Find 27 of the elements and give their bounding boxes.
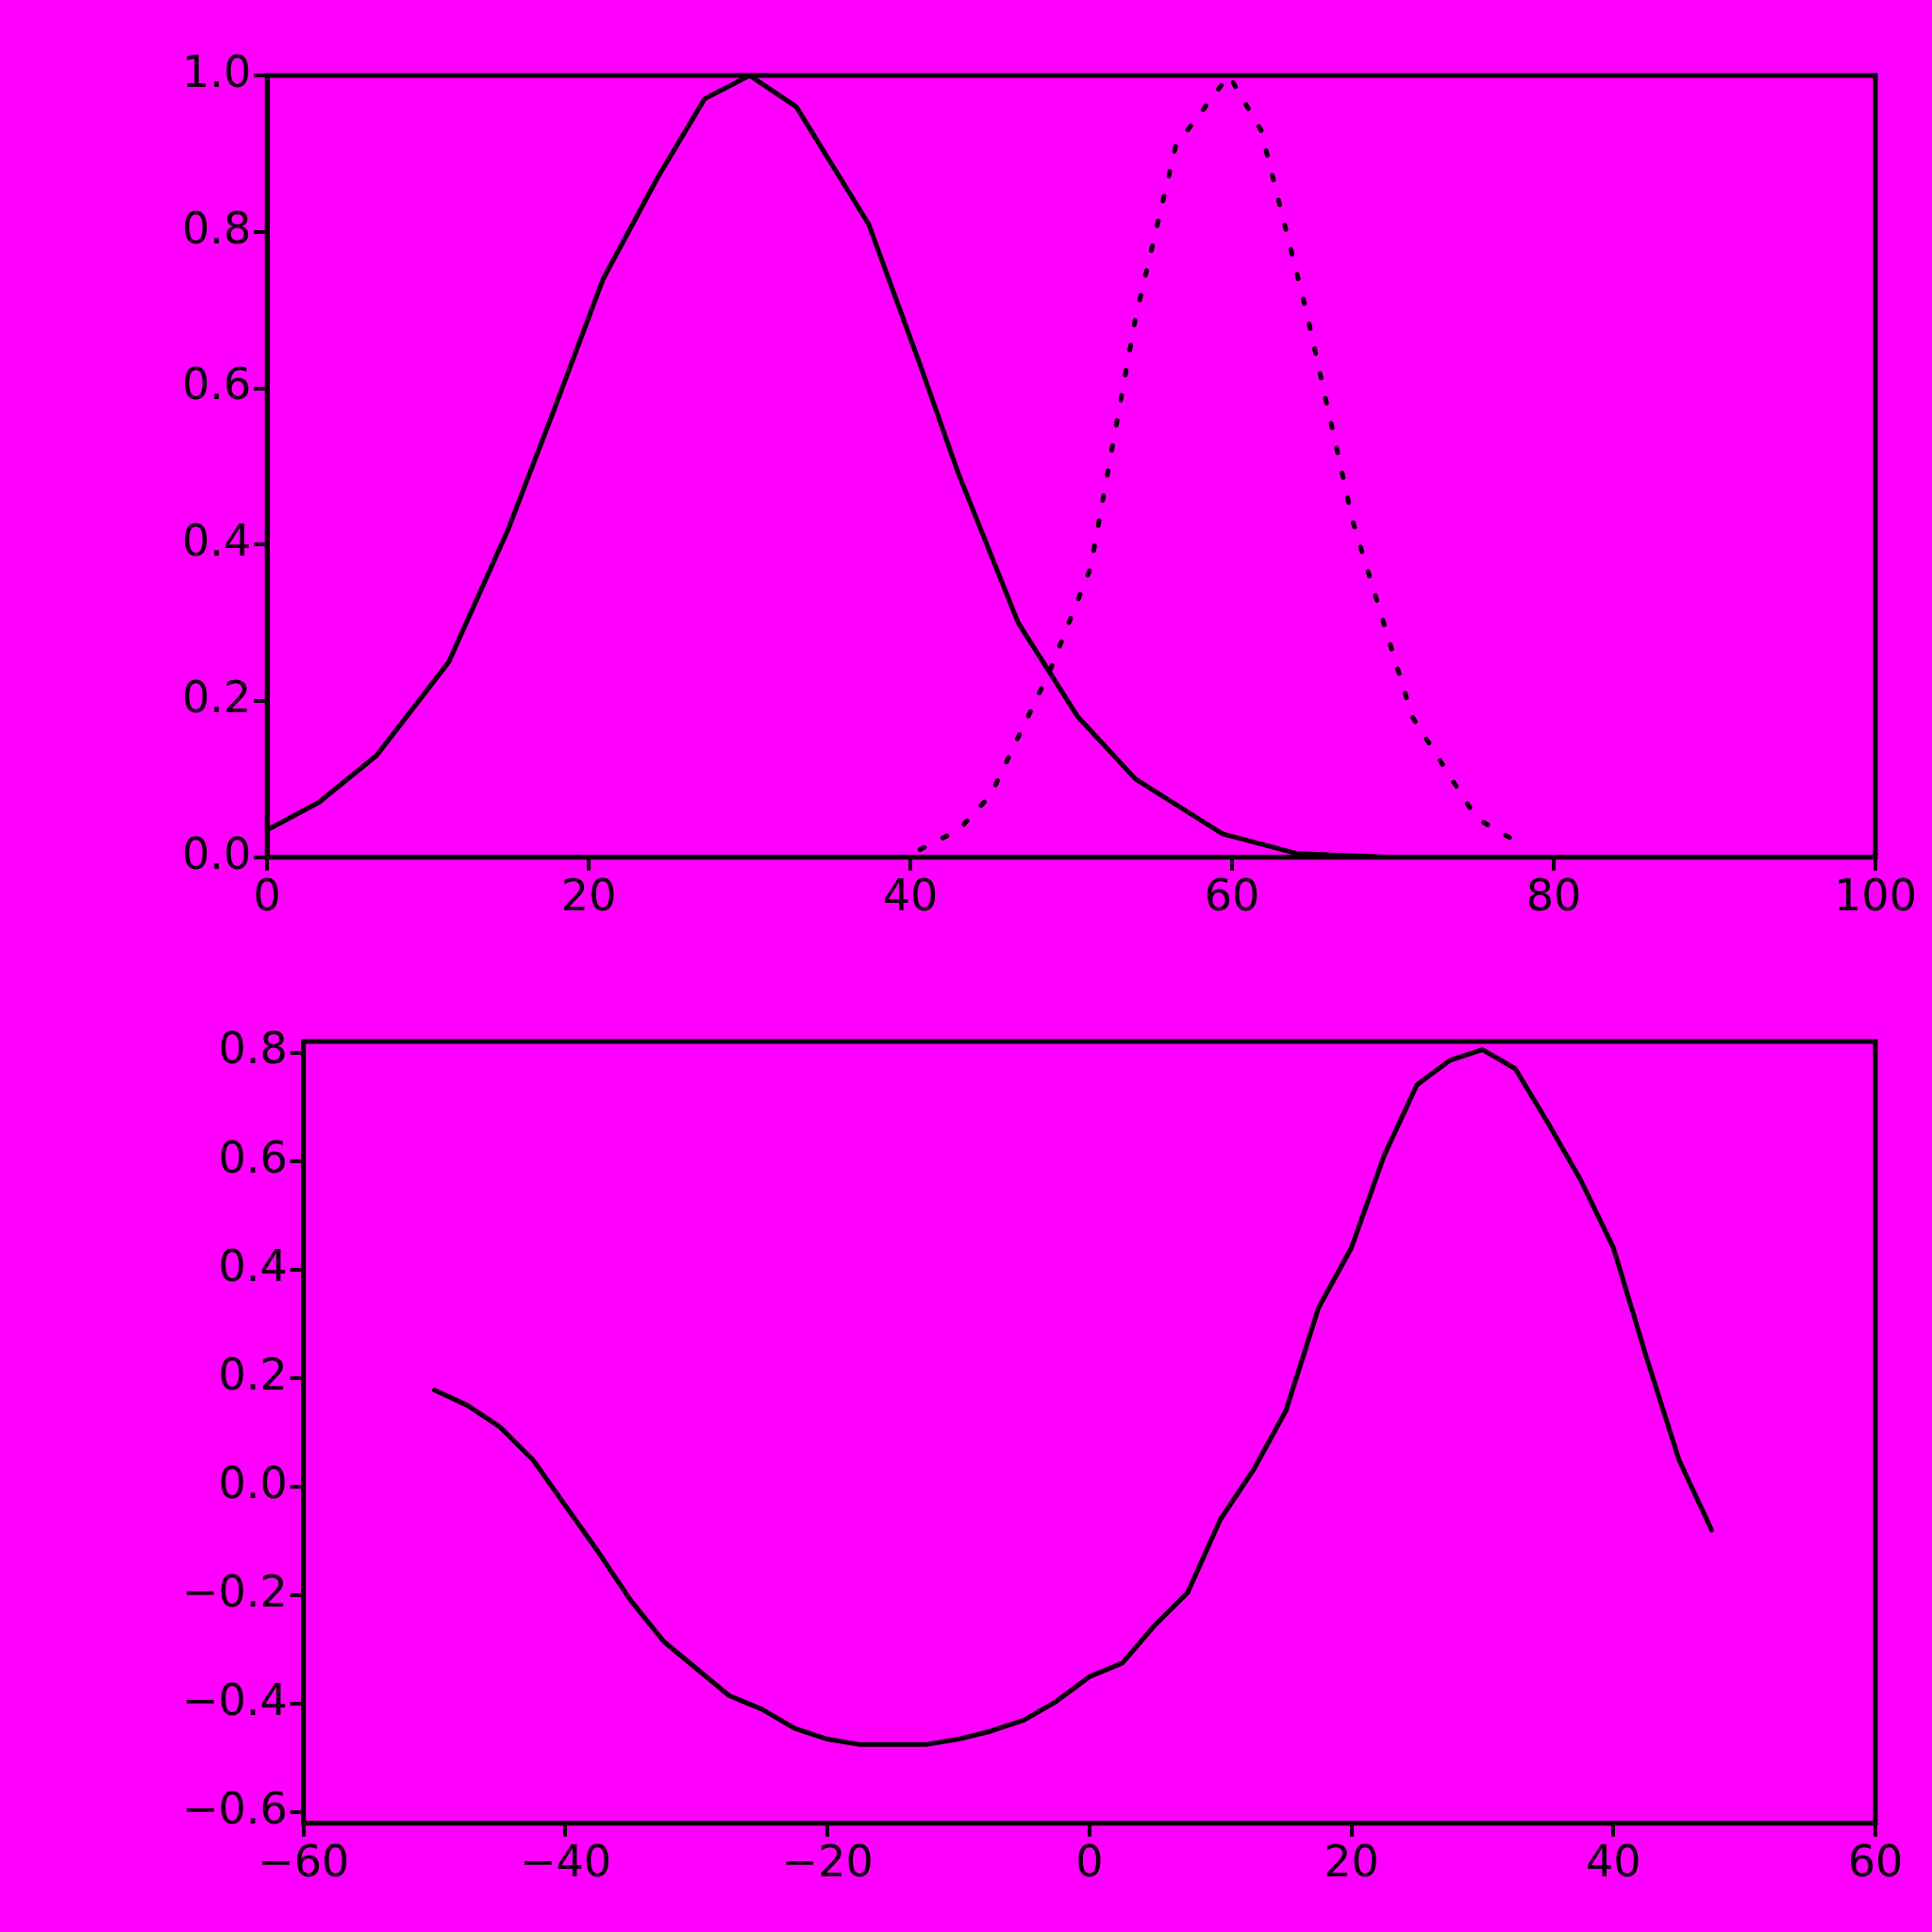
x-tick-label: 60 [1847,1836,1904,1888]
x-tick-label: 40 [1586,1836,1641,1888]
x-tick-label: 40 [882,870,939,922]
x-tick-label: −60 [258,1836,350,1888]
y-tick-label: 0.0 [218,1457,288,1508]
x-tick-label: −40 [519,1836,611,1888]
x-tick-label: 0 [1075,1836,1104,1888]
x-tick-label: 20 [1324,1836,1379,1888]
y-tick-label: −0.4 [182,1674,288,1726]
y-tick-label: 0.2 [182,671,252,723]
y-tick-label: 0.6 [218,1131,288,1183]
y-tick-label: 0.4 [182,515,252,567]
x-tick-label: 20 [560,870,617,922]
y-tick-label: −0.2 [182,1566,288,1618]
x-tick-label: 0 [253,870,281,922]
x-tick-label: 100 [1834,870,1917,922]
x-tick-label: −20 [781,1836,874,1888]
y-tick-label: 0.4 [218,1240,288,1291]
y-tick-label: 0.2 [218,1348,288,1400]
y-tick-label: 0.8 [182,202,252,254]
y-tick-label: −0.6 [182,1783,288,1835]
y-tick-label: 0.0 [182,827,252,879]
x-tick-label: 60 [1204,870,1260,922]
y-tick-label: 1.0 [182,45,252,97]
x-tick-label: 80 [1525,870,1582,922]
y-tick-label: 0.8 [218,1023,288,1074]
y-tick-label: 0.6 [182,358,252,410]
